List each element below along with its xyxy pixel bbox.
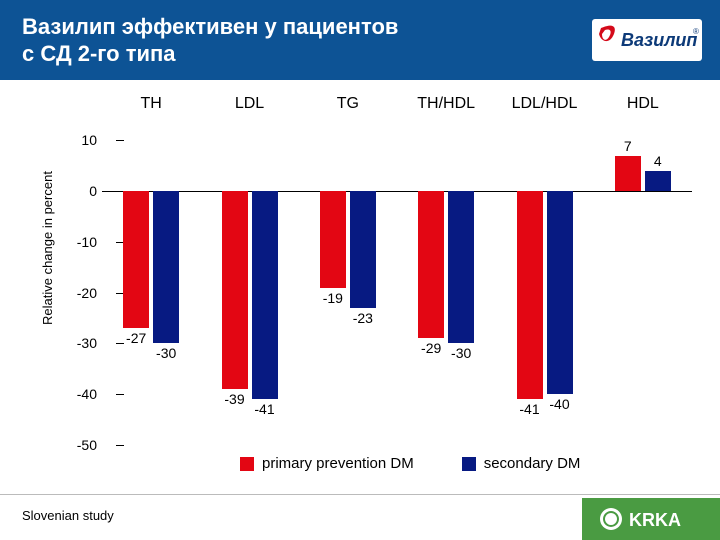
category-label: TH <box>140 95 161 113</box>
bar-value-label: -41 <box>519 401 539 417</box>
footer: Slovenian study KRKA <box>0 494 720 540</box>
y-tick-label: -30 <box>69 335 97 351</box>
bar <box>123 191 149 328</box>
bar-value-label: -40 <box>549 396 569 412</box>
vasilip-logo-icon: Вазилип ® <box>595 22 699 58</box>
y-tick-label: -20 <box>69 285 97 301</box>
category-label: TG <box>337 95 359 113</box>
legend-item-primary: primary prevention DM <box>240 455 414 472</box>
y-tick-label: 0 <box>69 183 97 199</box>
krka-logo-icon: KRKA <box>591 504 711 534</box>
bar-value-label: 7 <box>624 138 632 154</box>
svg-text:KRKA: KRKA <box>629 510 681 530</box>
bar-value-label: 4 <box>654 153 662 169</box>
y-axis-title: Relative change in percent <box>40 171 55 325</box>
logo-text: Вазилип <box>621 30 697 50</box>
legend-swatch <box>462 457 476 471</box>
page-title: Вазилип эффективен у пациентовс СД 2-го … <box>22 13 398 68</box>
header: Вазилип эффективен у пациентовс СД 2-го … <box>0 0 720 80</box>
bar <box>547 191 573 394</box>
bar-value-label: -23 <box>353 310 373 326</box>
y-tick-label: -10 <box>69 234 97 250</box>
bar-value-label: -19 <box>323 290 343 306</box>
bar-value-label: -39 <box>224 391 244 407</box>
category-label: LDL/HDL <box>512 95 578 113</box>
category-label: TH/HDL <box>417 95 475 113</box>
bar <box>448 191 474 343</box>
bar-value-label: -29 <box>421 340 441 356</box>
footer-brand-logo: KRKA <box>582 498 720 540</box>
legend-label: secondary DM <box>484 455 581 472</box>
bar <box>320 191 346 287</box>
legend: primary prevention DM secondary DM <box>240 455 580 472</box>
category-label: HDL <box>627 95 659 113</box>
y-tick-mark <box>116 140 124 141</box>
brand-logo: Вазилип ® <box>592 19 702 61</box>
bar <box>153 191 179 343</box>
bar <box>252 191 278 399</box>
category-label: LDL <box>235 95 264 113</box>
bar <box>350 191 376 308</box>
y-tick-mark <box>116 343 124 344</box>
y-tick-label: -50 <box>69 437 97 453</box>
bar-value-label: -30 <box>451 345 471 361</box>
chart-area: Relative change in percent 100-10-20-30-… <box>40 95 700 475</box>
y-tick-label: -40 <box>69 386 97 402</box>
bar-value-label: -30 <box>156 345 176 361</box>
footer-divider <box>0 494 720 495</box>
bar <box>222 191 248 389</box>
y-tick-mark <box>116 445 124 446</box>
bar <box>517 191 543 399</box>
legend-label: primary prevention DM <box>262 455 414 472</box>
legend-swatch <box>240 457 254 471</box>
page: Вазилип эффективен у пациентовс СД 2-го … <box>0 0 720 540</box>
zero-line <box>102 191 692 192</box>
bar <box>615 156 641 192</box>
bar <box>645 171 671 191</box>
svg-text:®: ® <box>693 27 699 36</box>
y-tick-mark <box>116 394 124 395</box>
bar-value-label: -41 <box>254 401 274 417</box>
bar <box>418 191 444 338</box>
legend-item-secondary: secondary DM <box>462 455 581 472</box>
bar-chart: 100-10-20-30-40-50TH-27-30LDL-39-41TG-19… <box>102 115 692 445</box>
footer-text: Slovenian study <box>22 508 114 523</box>
bar-value-label: -27 <box>126 330 146 346</box>
y-tick-label: 10 <box>69 132 97 148</box>
